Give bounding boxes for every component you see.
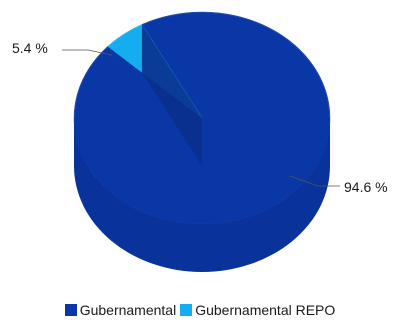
pie-inner-wall [141,24,202,166]
data-label-gubernamental: 94.6 % [344,179,388,195]
legend: Gubernamental Gubernamental REPO [0,302,400,318]
leader-line-1 [62,49,113,56]
pie-side-wall [74,118,330,272]
pie-top-highlight [73,11,331,119]
data-label-gubernamental-repo: 5.4 % [12,40,48,56]
leader-line-0 [289,175,340,187]
legend-swatch-gubernamental-repo [180,304,193,316]
legend-item-gubernamental-repo[interactable]: Gubernamental REPO [180,302,335,318]
legend-label-gubernamental-repo: Gubernamental REPO [195,302,336,318]
legend-label-gubernamental: Gubernamental [79,302,177,318]
legend-item-gubernamental[interactable]: Gubernamental [64,302,177,318]
legend-swatch-gubernamental [64,304,77,316]
